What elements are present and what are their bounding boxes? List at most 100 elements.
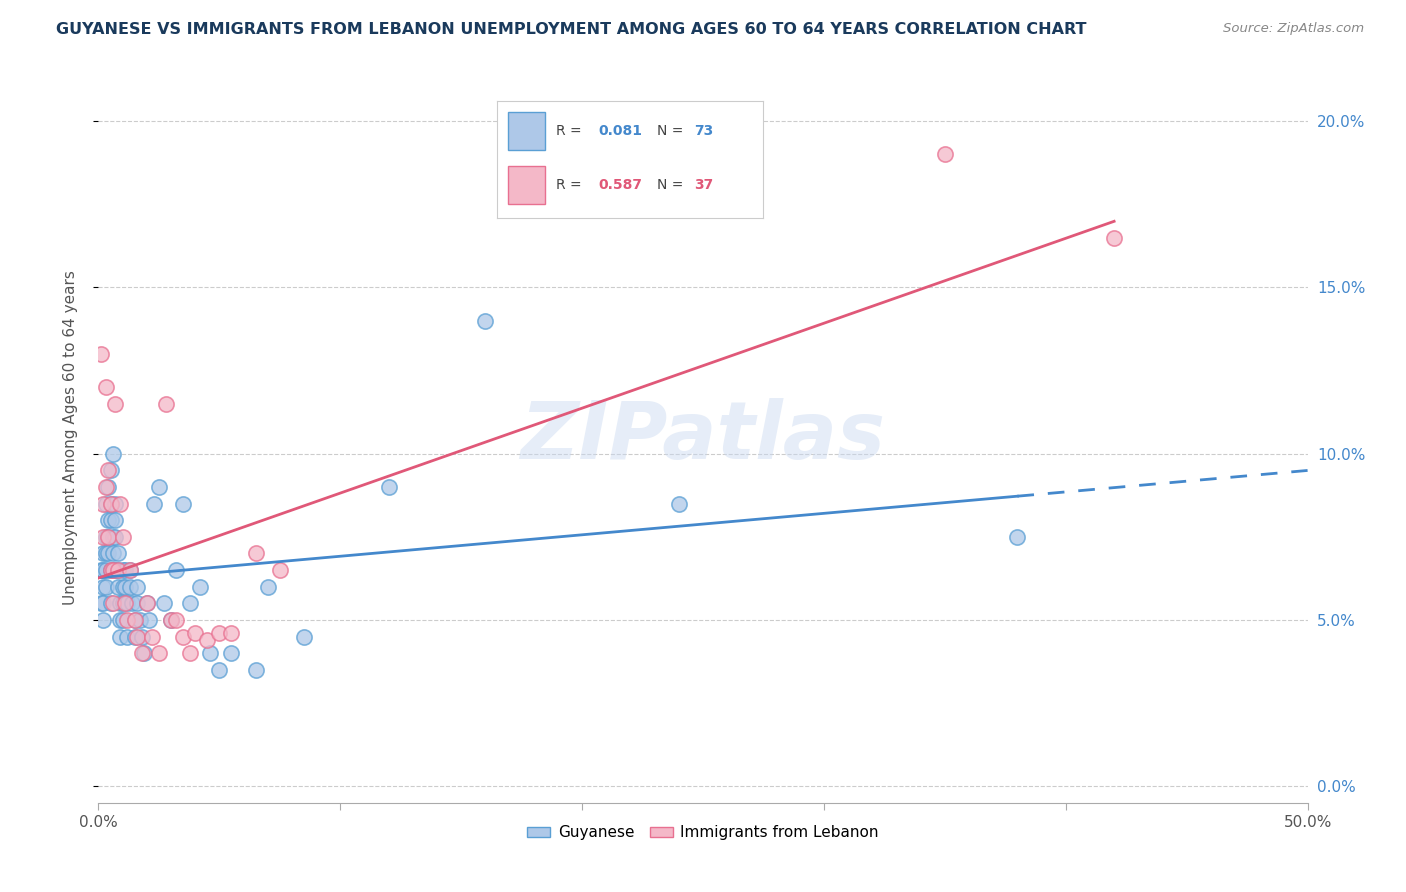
Point <box>377 480 399 494</box>
Point <box>127 596 149 610</box>
Point <box>94 530 117 544</box>
Point <box>111 530 134 544</box>
Point <box>118 563 141 577</box>
Point <box>131 630 153 644</box>
Text: ZIPatlas: ZIPatlas <box>520 398 886 476</box>
Point <box>143 497 166 511</box>
Point <box>107 563 129 577</box>
Point <box>198 646 221 660</box>
Point <box>127 630 149 644</box>
Point <box>101 596 124 610</box>
Point <box>104 497 127 511</box>
Point <box>152 596 174 610</box>
Point <box>127 580 149 594</box>
Point <box>118 563 141 577</box>
Point <box>208 626 231 640</box>
Point <box>94 380 117 394</box>
Point <box>104 397 127 411</box>
Point <box>101 563 124 577</box>
Point <box>94 546 117 560</box>
Point <box>114 580 136 594</box>
Point <box>97 546 120 560</box>
Point <box>111 580 134 594</box>
Point <box>179 596 201 610</box>
Point <box>91 563 114 577</box>
Point <box>94 480 117 494</box>
Point <box>135 596 157 610</box>
Point <box>90 563 112 577</box>
Point <box>165 563 187 577</box>
Point <box>474 314 496 328</box>
Point <box>108 596 131 610</box>
Point <box>121 596 143 610</box>
Point <box>124 630 146 644</box>
Point <box>1102 230 1125 244</box>
Point <box>101 447 124 461</box>
Point <box>97 480 120 494</box>
Point <box>160 613 183 627</box>
Point <box>117 630 139 644</box>
Point <box>155 397 177 411</box>
Point <box>292 630 315 644</box>
Point <box>100 563 122 577</box>
Point <box>94 497 117 511</box>
Point <box>104 530 127 544</box>
Point <box>128 613 150 627</box>
Point <box>208 663 231 677</box>
Point <box>141 630 163 644</box>
Point <box>135 596 157 610</box>
Point <box>269 563 291 577</box>
Legend: Guyanese, Immigrants from Lebanon: Guyanese, Immigrants from Lebanon <box>522 819 884 847</box>
Point <box>104 563 127 577</box>
Point <box>100 563 122 577</box>
Point <box>1007 530 1029 544</box>
Point <box>91 613 114 627</box>
Point <box>934 147 956 161</box>
Point <box>148 646 170 660</box>
Point <box>100 497 122 511</box>
Point <box>245 663 267 677</box>
Point <box>124 613 146 627</box>
Point <box>195 632 218 647</box>
Point <box>131 646 153 660</box>
Point <box>668 497 690 511</box>
Point <box>184 626 207 640</box>
Point <box>124 613 146 627</box>
Point <box>114 596 136 610</box>
Point <box>94 580 117 594</box>
Point <box>90 347 112 361</box>
Point <box>179 646 201 660</box>
Point <box>117 596 139 610</box>
Point <box>134 646 156 660</box>
Point <box>100 596 122 610</box>
Point <box>97 530 120 544</box>
Point <box>91 530 114 544</box>
Text: Source: ZipAtlas.com: Source: ZipAtlas.com <box>1223 22 1364 36</box>
Point <box>97 530 120 544</box>
Point <box>138 613 160 627</box>
Point <box>107 580 129 594</box>
Point <box>148 480 170 494</box>
Point <box>100 513 122 527</box>
Point <box>117 613 139 627</box>
Point <box>101 530 124 544</box>
Point <box>101 546 124 560</box>
Point <box>256 580 278 594</box>
Point <box>188 580 211 594</box>
Point <box>91 596 114 610</box>
Point <box>101 563 124 577</box>
Point <box>97 463 120 477</box>
Point <box>111 563 134 577</box>
Point <box>108 630 131 644</box>
Point <box>107 546 129 560</box>
Point <box>165 613 187 627</box>
Point <box>245 546 267 560</box>
Point <box>91 580 114 594</box>
Point <box>111 613 134 627</box>
Point <box>97 513 120 527</box>
Point <box>100 463 122 477</box>
Point <box>104 513 127 527</box>
Point <box>221 626 243 640</box>
Point <box>107 563 129 577</box>
Point <box>108 613 131 627</box>
